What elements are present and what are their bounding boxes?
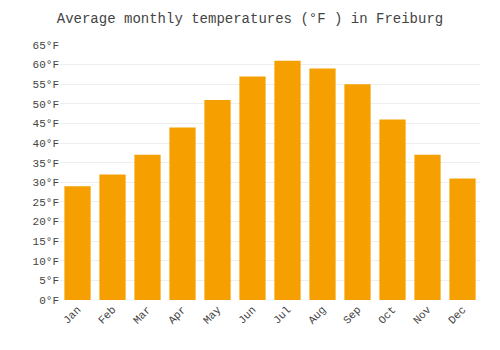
svg-text:Oct: Oct — [376, 304, 398, 326]
svg-text:65°F: 65°F — [33, 40, 59, 52]
svg-text:50°F: 50°F — [33, 99, 59, 111]
svg-text:Aug: Aug — [306, 304, 328, 326]
svg-text:Apr: Apr — [166, 304, 188, 326]
svg-text:Dec: Dec — [446, 304, 468, 326]
svg-text:Feb: Feb — [96, 304, 118, 326]
svg-text:0°F: 0°F — [39, 295, 59, 307]
svg-text:60°F: 60°F — [33, 59, 59, 71]
svg-text:25°F: 25°F — [33, 197, 59, 209]
svg-text:Average monthly temperatures (: Average monthly temperatures (°F ) in Fr… — [57, 11, 443, 27]
svg-text:Sep: Sep — [341, 304, 363, 326]
svg-text:Jan: Jan — [61, 304, 83, 326]
svg-text:5°F: 5°F — [39, 275, 59, 287]
svg-text:20°F: 20°F — [33, 216, 59, 228]
svg-text:10°F: 10°F — [33, 256, 59, 268]
svg-text:45°F: 45°F — [33, 118, 59, 130]
svg-text:55°F: 55°F — [33, 79, 59, 91]
svg-text:30°F: 30°F — [33, 177, 59, 189]
svg-text:35°F: 35°F — [33, 158, 59, 170]
svg-text:Jul: Jul — [271, 304, 293, 326]
svg-text:40°F: 40°F — [33, 138, 59, 150]
svg-text:Mar: Mar — [131, 304, 153, 326]
svg-text:Jun: Jun — [236, 304, 258, 326]
svg-text:15°F: 15°F — [33, 236, 59, 248]
svg-text:May: May — [201, 304, 224, 327]
svg-text:Nov: Nov — [411, 304, 434, 327]
